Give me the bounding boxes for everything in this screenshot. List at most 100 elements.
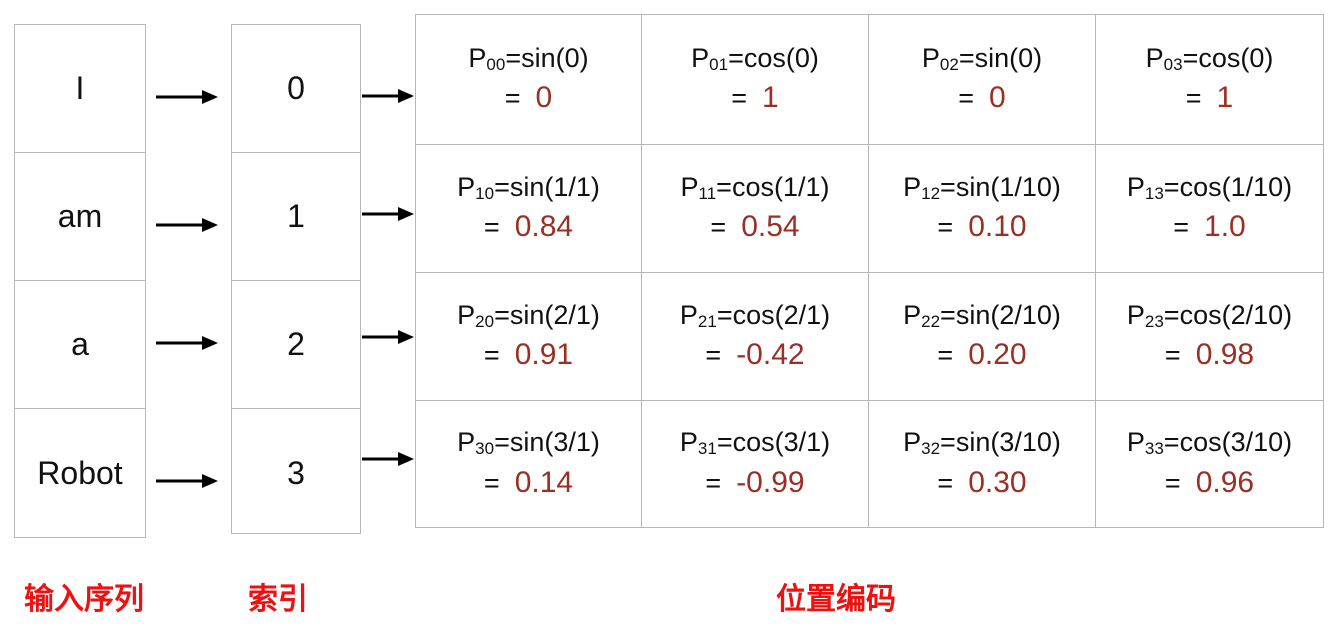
encoding-cell: P02=sin(0) = 0 xyxy=(869,15,1096,145)
encoding-formula: =sin(2/1) xyxy=(494,299,600,330)
encoding-expression: P12=sin(1/10) xyxy=(903,169,1061,207)
encoding-result: = 0 xyxy=(505,77,552,119)
encoding-value: 0.54 xyxy=(741,210,800,244)
encoding-value: 0 xyxy=(989,81,1006,115)
encoding-symbol: P xyxy=(468,42,487,73)
arrow-icon xyxy=(156,218,218,232)
equals-sign: = xyxy=(937,212,969,243)
encoding-subscript: 31 xyxy=(697,439,717,459)
encoding-symbol: P xyxy=(680,171,699,202)
encoding-symbol: P xyxy=(903,427,922,458)
encoding-result: = 0.54 xyxy=(710,206,799,248)
equals-sign: = xyxy=(483,212,515,243)
encoding-value: -0.42 xyxy=(736,338,805,372)
arrow-icon xyxy=(362,89,414,103)
encoding-expression: P20=sin(2/1) xyxy=(457,297,600,335)
encoding-cell: P23=cos(2/10) = 0.98 xyxy=(1096,273,1323,401)
encoding-cell: P20=sin(2/1) = 0.91 xyxy=(416,273,642,401)
encoding-value: 1 xyxy=(1216,81,1234,115)
encoding-formula: =sin(1/10) xyxy=(940,171,1061,202)
equals-sign: = xyxy=(937,467,969,498)
encoding-subscript: 33 xyxy=(1144,439,1164,459)
encoding-value: 0 xyxy=(535,81,553,115)
encoding-value: 0.91 xyxy=(514,338,574,372)
encoding-expression: P32=sin(3/10) xyxy=(903,424,1061,462)
encoding-cell: P03=cos(0) = 1 xyxy=(1096,15,1323,145)
encoding-result: = 0.14 xyxy=(484,462,573,504)
encoding-subscript: 22 xyxy=(921,311,941,331)
arrow-icon xyxy=(362,452,414,466)
encoding-symbol: P xyxy=(1126,427,1145,458)
encoding-value: 0.10 xyxy=(968,210,1027,244)
encoding-cell: P12=sin(1/10) = 0.10 xyxy=(869,145,1096,273)
encoding-expression: P13=cos(1/10) xyxy=(1127,169,1292,207)
encoding-symbol: P xyxy=(457,171,476,202)
encoding-symbol: P xyxy=(679,299,698,330)
encoding-cell: P31=cos(3/1) = -0.99 xyxy=(642,401,869,527)
encoding-symbol: P xyxy=(921,42,940,73)
token-cell: am xyxy=(15,153,145,281)
encoding-formula: =sin(1/1) xyxy=(494,171,600,202)
encoding-expression: P10=sin(1/1) xyxy=(457,169,600,207)
encoding-value: 0.98 xyxy=(1195,338,1255,372)
encoding-cell: P32=sin(3/10) = 0.30 xyxy=(869,401,1096,527)
encoding-expression: P23=cos(2/10) xyxy=(1127,297,1292,335)
encoding-subscript: 01 xyxy=(709,54,729,74)
encoding-subscript: 03 xyxy=(1163,54,1183,74)
encoding-expression: P02=sin(0) xyxy=(922,40,1042,78)
encoding-result: = 1 xyxy=(731,77,778,119)
encoding-expression: P01=cos(0) xyxy=(691,40,819,78)
index-cell: 1 xyxy=(232,153,360,281)
equals-sign: = xyxy=(710,212,742,243)
encoding-symbol: P xyxy=(679,427,698,458)
encoding-cell: P00=sin(0) = 0 xyxy=(416,15,642,145)
encoding-expression: P30=sin(3/1) xyxy=(457,424,600,462)
encoding-subscript: 32 xyxy=(921,439,941,459)
caption-position-encoding: 位置编码 xyxy=(776,582,896,617)
arrow-icon xyxy=(362,330,414,344)
encoding-result: = 0 xyxy=(958,77,1005,119)
equals-sign: = xyxy=(1164,340,1196,371)
encoding-result: = 0.10 xyxy=(937,206,1026,248)
equals-sign: = xyxy=(483,340,515,371)
encoding-cell: P01=cos(0) = 1 xyxy=(642,15,869,145)
encoding-symbol: P xyxy=(903,171,922,202)
arrow-icon xyxy=(156,474,218,488)
encoding-result: = 0.91 xyxy=(484,334,573,376)
encoding-expression: P33=cos(3/10) xyxy=(1127,424,1292,462)
encoding-symbol: P xyxy=(457,299,476,330)
encoding-subscript: 23 xyxy=(1144,311,1164,331)
equals-sign: = xyxy=(705,467,737,498)
encoding-cell: P30=sin(3/1) = 0.14 xyxy=(416,401,642,527)
caption-input-sequence: 输入序列 xyxy=(24,582,144,617)
encoding-result: = 0.98 xyxy=(1165,334,1254,376)
encoding-result: = 0.30 xyxy=(937,462,1026,504)
equals-sign: = xyxy=(1164,467,1196,498)
encoding-expression: P22=sin(2/10) xyxy=(903,297,1061,335)
index-column: 0 1 2 3 xyxy=(231,24,361,534)
equals-sign: = xyxy=(483,467,515,498)
arrow-icon xyxy=(156,90,218,104)
encoding-formula: =cos(3/10) xyxy=(1163,427,1293,458)
encoding-result: = 1.0 xyxy=(1173,206,1246,248)
encoding-subscript: 12 xyxy=(921,183,941,203)
encoding-cell: P21=cos(2/1) = -0.42 xyxy=(642,273,869,401)
encoding-cell: P11=cos(1/1) = 0.54 xyxy=(642,145,869,273)
encoding-cell: P13=cos(1/10) = 1.0 xyxy=(1096,145,1323,273)
equals-sign: = xyxy=(937,340,969,371)
encoding-subscript: 13 xyxy=(1144,183,1164,203)
encoding-expression: P03=cos(0) xyxy=(1146,40,1274,78)
encoding-value: 0.20 xyxy=(968,338,1027,372)
encoding-formula: =cos(1/1) xyxy=(716,171,830,202)
encoding-formula: =sin(2/10) xyxy=(940,299,1061,330)
encoding-formula: =cos(2/1) xyxy=(716,299,831,330)
equals-sign: = xyxy=(1185,83,1217,114)
encoding-subscript: 30 xyxy=(475,439,495,459)
encoding-cell: P33=cos(3/10) = 0.96 xyxy=(1096,401,1323,527)
encoding-value: 0.84 xyxy=(514,210,574,244)
index-cell: 3 xyxy=(287,454,305,491)
encoding-formula: =cos(0) xyxy=(1182,42,1274,73)
encoding-value: -0.99 xyxy=(736,465,805,499)
encoding-symbol: P xyxy=(691,42,710,73)
